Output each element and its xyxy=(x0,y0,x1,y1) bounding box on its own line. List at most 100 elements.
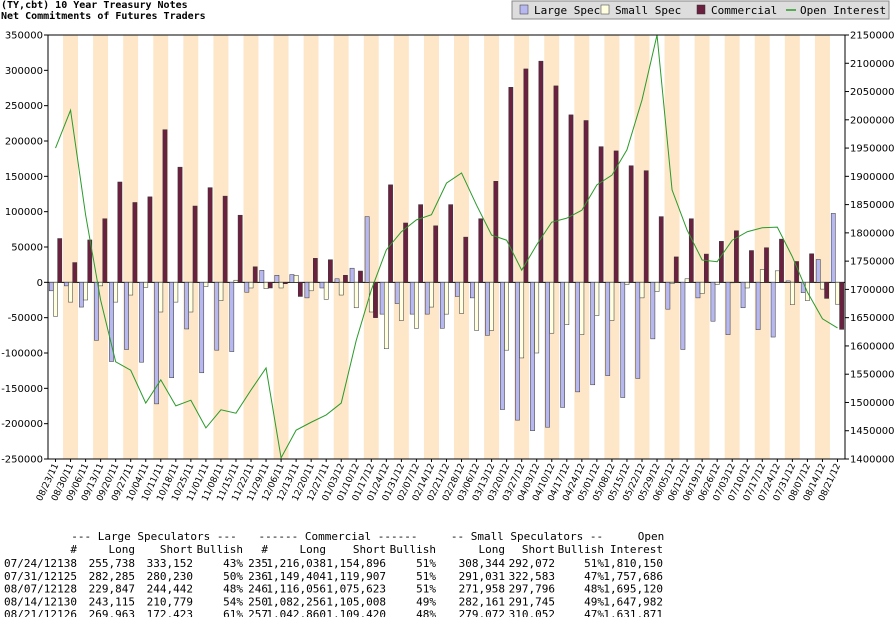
y-tick-label: -50000 xyxy=(8,313,43,324)
column-stripe xyxy=(333,35,349,459)
column-stripe xyxy=(739,35,755,459)
column-stripe xyxy=(258,35,274,459)
bar xyxy=(83,282,88,301)
bar xyxy=(835,282,840,305)
table-cell: 1,109,420 xyxy=(326,608,386,617)
table-cell: 269,963 xyxy=(89,608,135,617)
table-cell: 308,344 xyxy=(459,557,506,570)
bar xyxy=(128,282,134,296)
bar xyxy=(489,282,494,331)
bar xyxy=(364,216,370,283)
y2-tick-label: 2100000 xyxy=(850,59,895,70)
bar xyxy=(538,60,544,283)
bar xyxy=(688,218,694,283)
column-stripe xyxy=(78,35,94,459)
bar xyxy=(523,68,529,283)
column-stripe xyxy=(318,35,334,459)
bar xyxy=(323,282,329,300)
bar xyxy=(113,282,119,303)
bar xyxy=(409,282,415,315)
table-cell: 210,779 xyxy=(147,595,193,608)
bar xyxy=(207,187,213,283)
bar xyxy=(64,282,69,287)
table-cell: 08/07/12 xyxy=(4,583,57,596)
table-cell: 54% xyxy=(223,595,243,608)
bar xyxy=(459,282,464,314)
table-cell: 128 xyxy=(57,583,77,596)
bar xyxy=(199,282,205,374)
table-column-header: Interest xyxy=(610,543,663,556)
bar xyxy=(759,269,765,283)
table-column-header: # xyxy=(261,543,268,556)
bar xyxy=(463,236,469,283)
bar xyxy=(669,282,675,284)
bar xyxy=(237,214,243,283)
bar xyxy=(448,204,454,283)
bar xyxy=(684,278,690,283)
bar xyxy=(725,282,731,335)
bar xyxy=(504,282,510,351)
bar xyxy=(289,274,295,283)
bar xyxy=(770,282,776,338)
column-stripe xyxy=(183,35,199,459)
legend-swatch xyxy=(600,4,610,15)
bar xyxy=(192,205,198,283)
bar xyxy=(79,282,84,308)
bar xyxy=(394,282,400,304)
table-cell: 1,149,404 xyxy=(266,570,326,583)
column-stripe xyxy=(288,35,304,459)
chart-subtitle: Net Commitments of Futures Traders xyxy=(1,10,206,22)
bar xyxy=(109,282,114,362)
bar xyxy=(564,282,570,325)
column-stripe xyxy=(63,35,79,459)
column-stripe xyxy=(709,35,725,459)
bar xyxy=(259,270,265,283)
table-cell: 310,052 xyxy=(509,608,555,617)
table-cell: 246 xyxy=(248,583,268,596)
bar xyxy=(132,202,138,283)
bar xyxy=(424,282,430,315)
bar xyxy=(658,216,664,283)
legend-swatch xyxy=(696,4,706,15)
column-stripe xyxy=(664,35,680,459)
line xyxy=(55,34,838,460)
bar xyxy=(418,204,423,283)
column-stripe xyxy=(408,35,424,459)
bar xyxy=(48,282,54,292)
bar xyxy=(654,282,660,292)
table-cell: 51% xyxy=(416,583,436,596)
bar xyxy=(278,282,284,289)
y-tick-label: 250000 xyxy=(5,101,43,112)
bar xyxy=(605,282,611,376)
table-cell: 48% xyxy=(584,583,604,596)
bar xyxy=(429,282,434,308)
table-cell: 49% xyxy=(416,595,436,608)
table-cell: 282,161 xyxy=(459,595,505,608)
bar xyxy=(147,196,153,283)
bar xyxy=(162,129,168,283)
column-stripe xyxy=(303,35,319,459)
bar xyxy=(549,282,555,334)
table-cell: 292,072 xyxy=(509,557,555,570)
y2-tick-label: 1500000 xyxy=(850,398,895,409)
column-stripe xyxy=(123,35,139,459)
table-cell: 236 xyxy=(248,570,268,583)
bar xyxy=(628,165,634,283)
y-tick-label: 50000 xyxy=(11,243,43,254)
bar xyxy=(703,253,709,283)
chart-title: (TY,cbt) 10 Year Treasury Notes xyxy=(1,0,188,11)
bar xyxy=(297,282,303,297)
bar xyxy=(519,282,525,359)
bar xyxy=(714,282,720,285)
table-cell: 1,119,907 xyxy=(326,570,386,583)
bar xyxy=(643,170,649,283)
legend-label: Large Spec xyxy=(534,4,600,17)
table-cell: 47% xyxy=(584,570,604,583)
bar xyxy=(173,282,179,303)
bar xyxy=(729,282,735,284)
bar xyxy=(790,282,795,305)
column-stripe xyxy=(454,35,470,459)
bar xyxy=(184,282,190,330)
bar xyxy=(755,282,761,330)
plot-marks xyxy=(48,34,845,460)
